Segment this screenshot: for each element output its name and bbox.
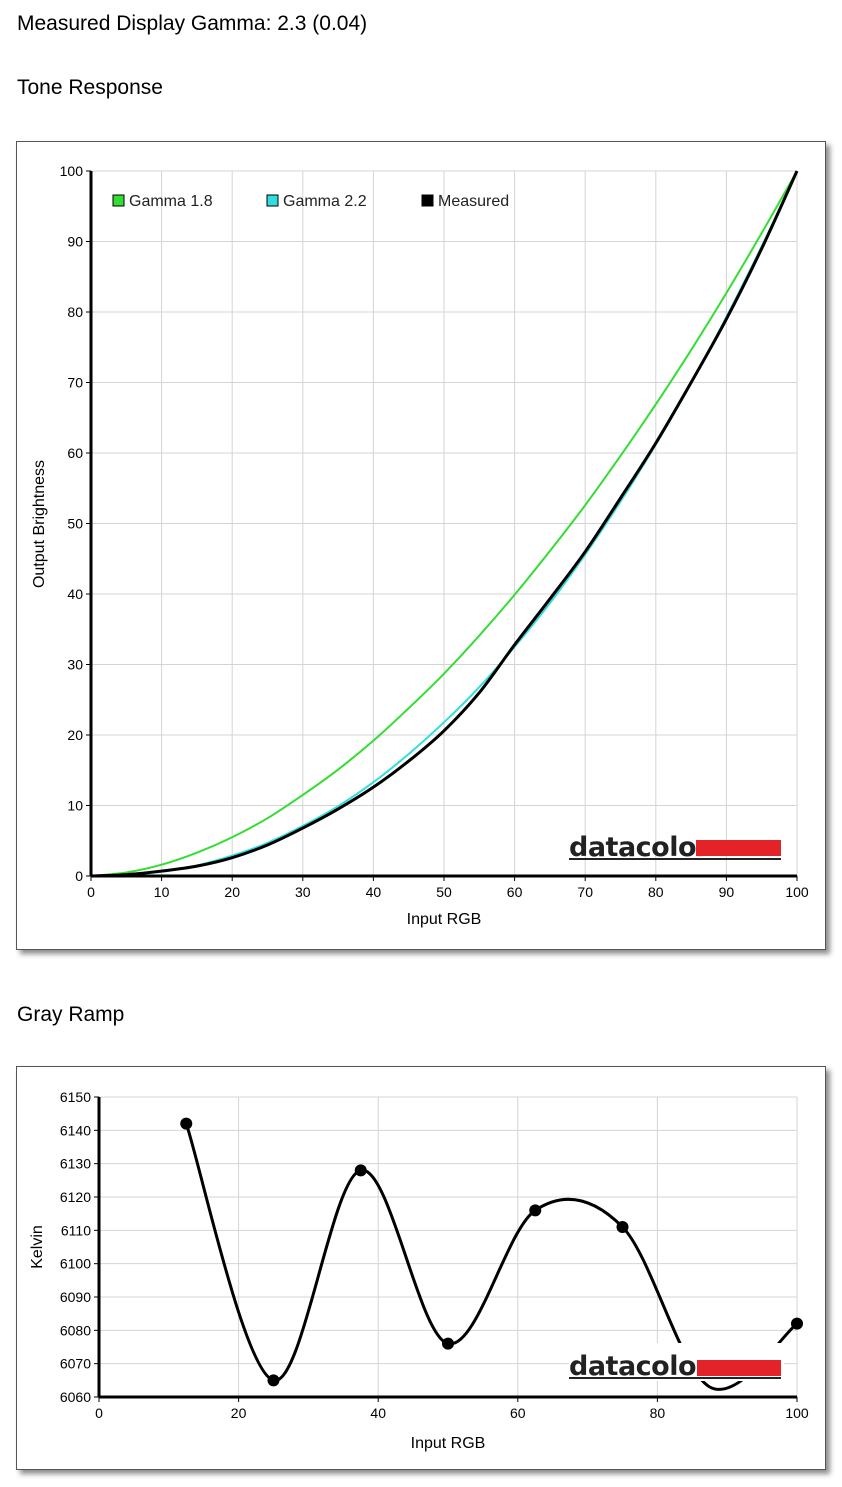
y-tick-label: 60 — [67, 445, 83, 461]
x-tick-label: 20 — [224, 884, 240, 900]
y-tick-label: 6100 — [60, 1256, 91, 1272]
measured-gamma-heading: Measured Display Gamma: 2.3 (0.04) — [17, 12, 368, 35]
x-axis-label: Input RGB — [411, 1435, 486, 1452]
x-tick-label: 60 — [507, 884, 523, 900]
x-tick-label: 40 — [370, 1405, 386, 1421]
x-tick-label: 50 — [436, 884, 452, 900]
y-tick-label: 50 — [67, 516, 83, 532]
x-tick-label: 60 — [510, 1405, 526, 1421]
tone-response-heading: Tone Response — [17, 76, 163, 99]
logo-underline — [569, 1377, 781, 1379]
grid — [91, 170, 798, 876]
x-tick-label: 20 — [231, 1405, 247, 1421]
y-tick-label: 100 — [60, 163, 84, 179]
gray-ramp-chart: 0 20 40 60 80 1006060607060806090610061106120… — [29, 1089, 809, 1452]
data-point — [529, 1204, 542, 1217]
y-axis-label: Kelvin — [29, 1225, 46, 1269]
y-tick-label: 0 — [75, 868, 83, 884]
legend-label: Gamma 1.8 — [129, 193, 213, 210]
x-tick-label: 100 — [785, 884, 809, 900]
y-tick-label: 20 — [67, 727, 83, 743]
logo-text: datacolor — [569, 1351, 710, 1382]
x-axis-label: Input RGB — [407, 911, 482, 928]
logo-red-bar — [696, 840, 781, 856]
gray-ramp-panel: 0 20 40 60 80 100 6060 6070 6080 6090 6100 6110 6120… — [16, 1066, 826, 1470]
x-tick-label: 30 — [295, 884, 311, 900]
x-tick-label: 10 — [154, 884, 170, 900]
y-tick-label: 6080 — [60, 1322, 91, 1338]
y-tick-label: 30 — [67, 657, 83, 673]
y-tick-label: 6150 — [60, 1089, 91, 1105]
data-point — [180, 1117, 193, 1130]
x-tick-label: 80 — [650, 1405, 666, 1421]
logo-red-bar — [697, 1360, 781, 1376]
x-tick-label: 100 — [785, 1405, 809, 1421]
tick-labels: 0 20 40 60 80 1006060607060806090610061106120… — [60, 1089, 809, 1421]
data-point — [354, 1164, 367, 1177]
data-point — [616, 1221, 629, 1233]
y-axis-label: Output Brightness — [31, 460, 48, 588]
axes — [86, 170, 798, 881]
y-tick-label: 40 — [67, 586, 83, 602]
y-tick-label: 6120 — [60, 1189, 91, 1205]
y-tick-label: 6140 — [60, 1122, 91, 1138]
x-tick-label: 90 — [719, 884, 735, 900]
axes — [94, 1096, 798, 1402]
x-tick-label: 0 — [87, 884, 95, 900]
grid — [99, 1096, 798, 1397]
y-tick-label: 6130 — [60, 1156, 91, 1172]
legend-label: Measured — [438, 193, 509, 210]
data-point — [267, 1374, 280, 1387]
tick-labels: 0 10 20 30 40 50 60 70 80 90 100 0 10 20 30 40 50 60 70 80 9… — [60, 163, 809, 900]
data-point — [791, 1317, 803, 1330]
y-tick-label: 70 — [67, 375, 83, 391]
legend-label: Gamma 2.2 — [283, 193, 367, 210]
series-line-measured — [90, 170, 799, 878]
series-lines — [90, 170, 799, 878]
logo-underline — [569, 858, 781, 860]
legend-swatch — [112, 194, 125, 207]
x-tick-label: 80 — [648, 884, 664, 900]
gray-ramp-heading: Gray Ramp — [17, 1003, 125, 1026]
y-tick-label: 90 — [67, 234, 83, 250]
series-line-gamma-1-8 — [90, 170, 798, 877]
datacolor-logo: datacolor — [569, 1343, 784, 1382]
y-tick-label: 6060 — [60, 1389, 91, 1405]
legend-swatch — [266, 194, 279, 207]
x-tick-label: 70 — [577, 884, 593, 900]
y-tick-label: 10 — [67, 798, 83, 814]
datacolor-logo: datacolor — [569, 832, 781, 863]
y-tick-label: 6070 — [60, 1356, 91, 1372]
tone-response-panel: 0 10 20 30 40 50 60 70 80 90 100 0 10 20 30 40 50 60 70 80 9… — [16, 141, 826, 950]
y-tick-label: 80 — [67, 304, 83, 320]
y-tick-label: 6090 — [60, 1289, 91, 1305]
legend: Gamma 1.8 Gamma 2.2 Measured — [112, 193, 509, 210]
tone-response-chart: 0 10 20 30 40 50 60 70 80 90 100 0 10 20 30 40 50 60 70 80 9… — [31, 163, 809, 928]
x-tick-label: 40 — [366, 884, 382, 900]
data-point — [442, 1337, 454, 1350]
y-tick-label: 6110 — [61, 1222, 91, 1238]
logo-text: datacolor — [569, 832, 710, 863]
x-tick-label: 0 — [95, 1405, 103, 1421]
legend-swatch — [421, 194, 434, 207]
